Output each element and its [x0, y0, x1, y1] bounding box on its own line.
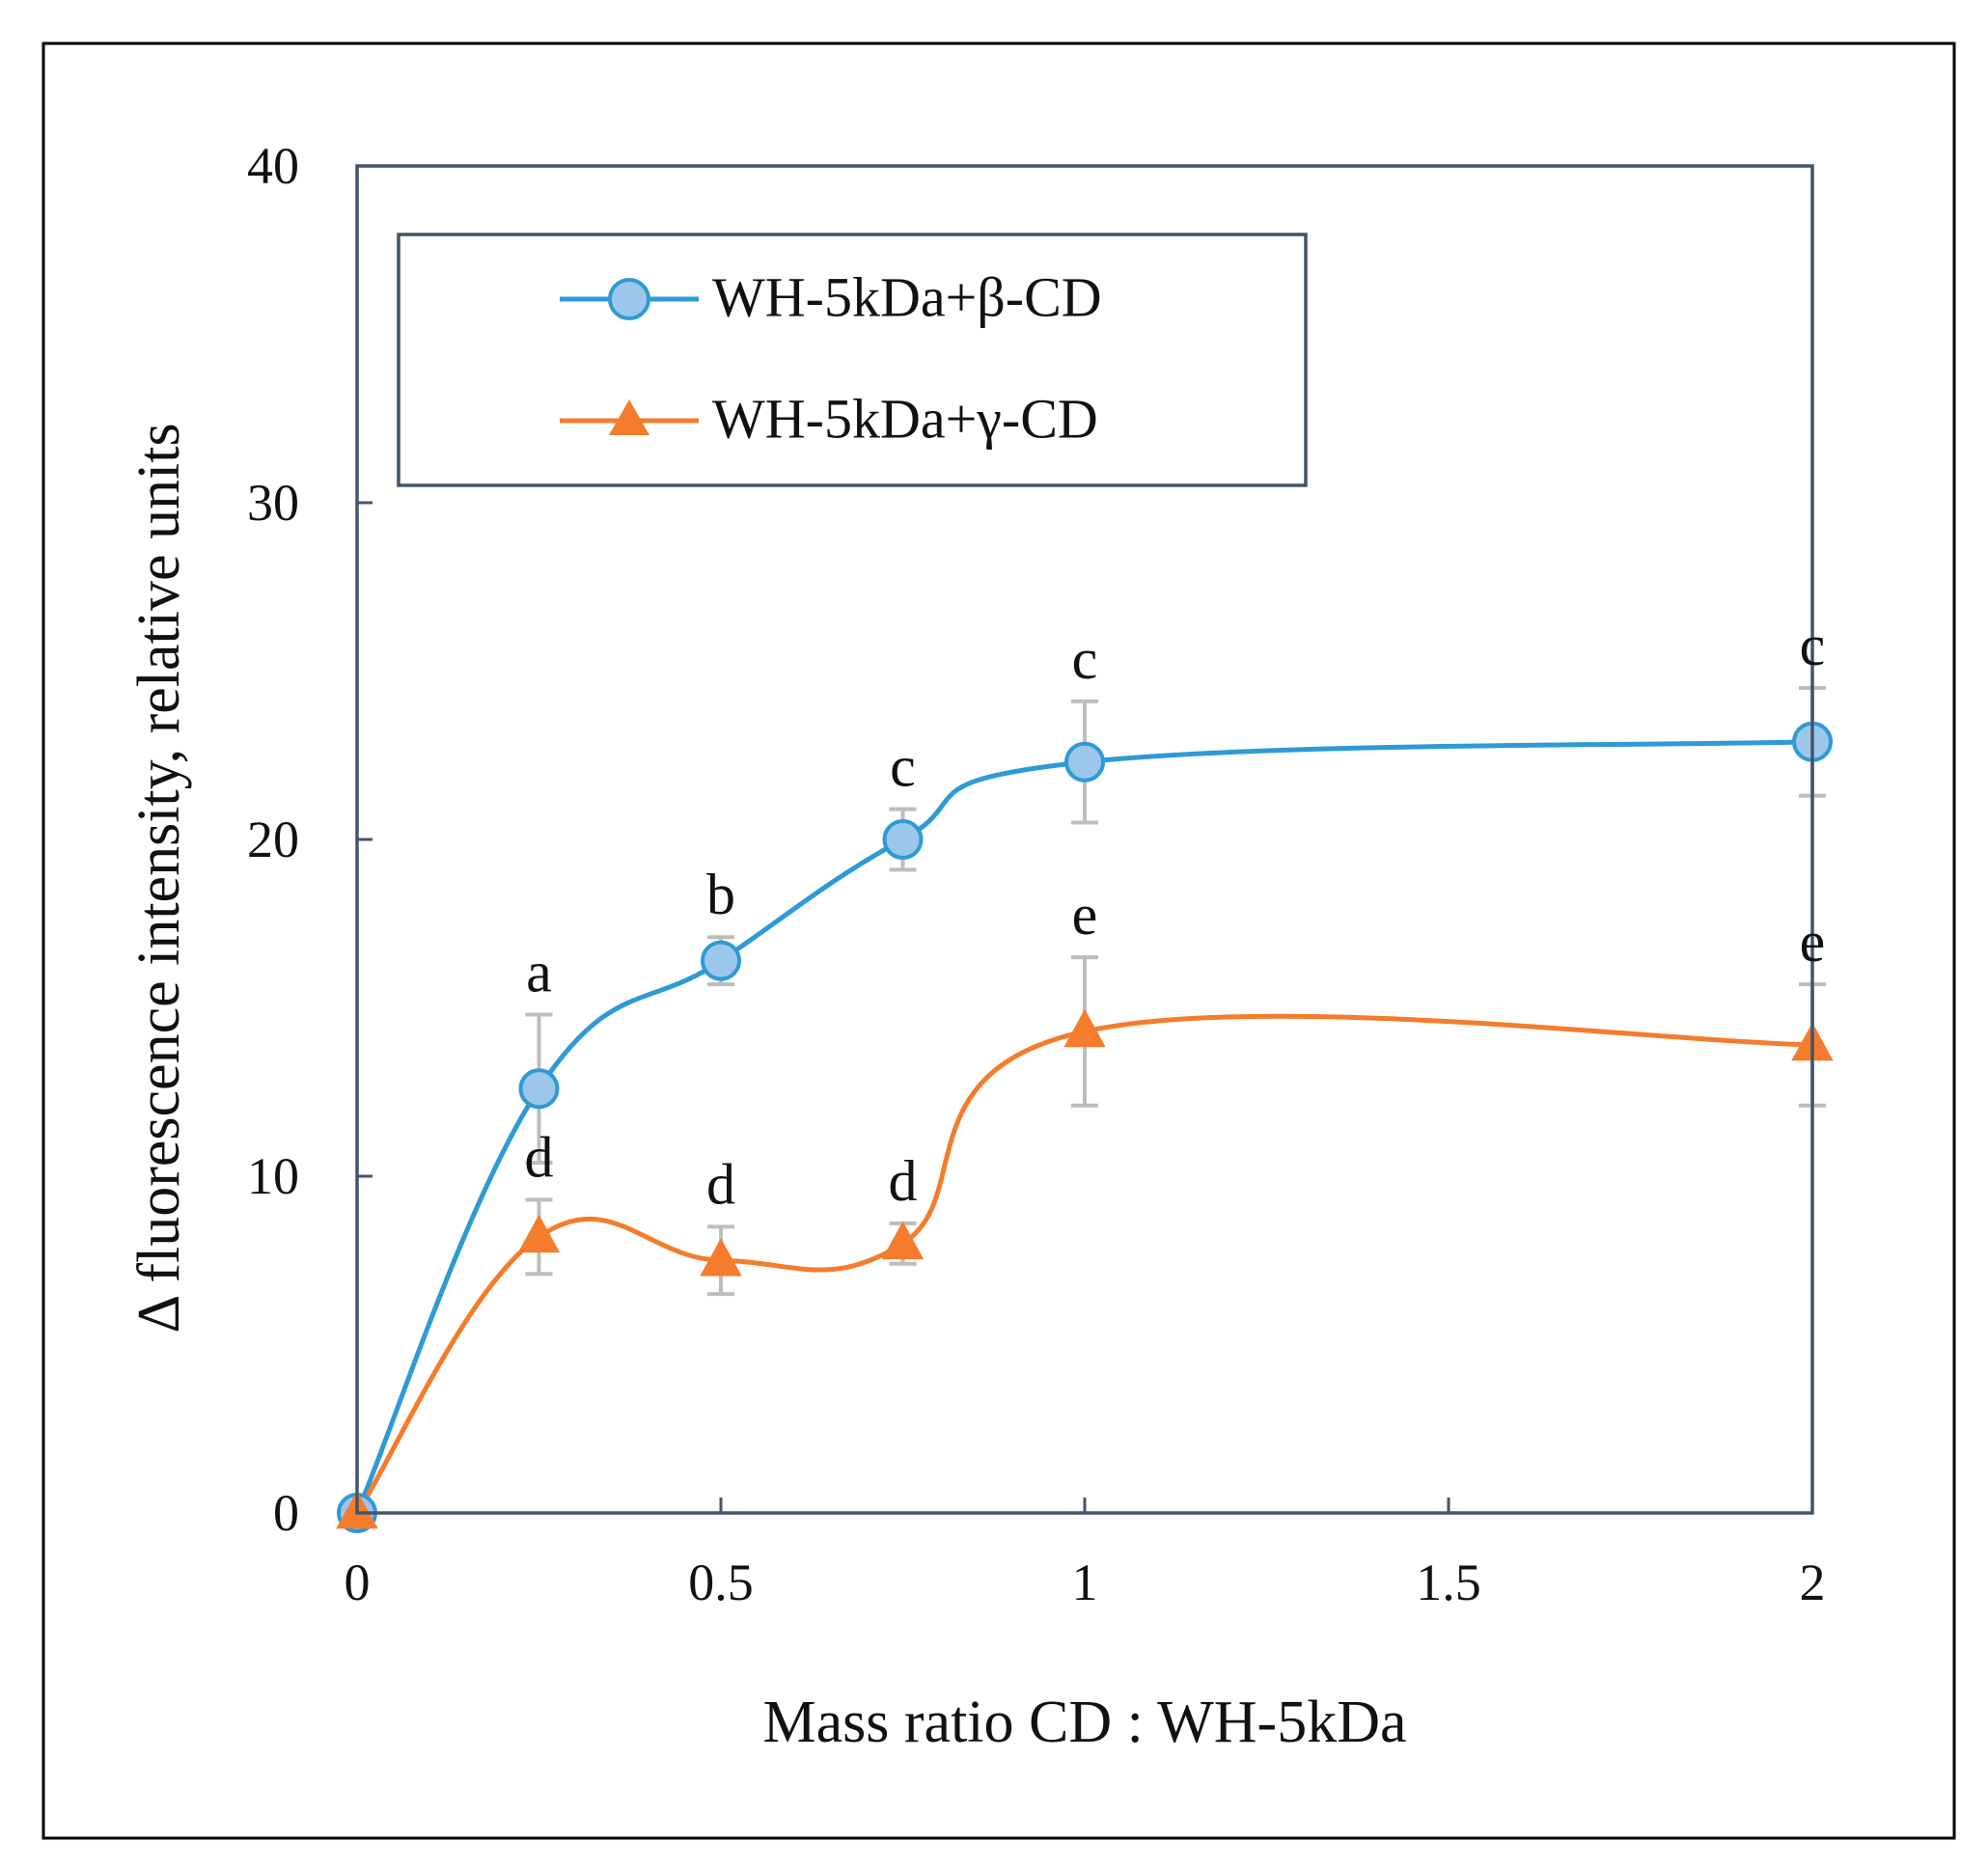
- legend-marker-triangle: [609, 399, 649, 435]
- significance-letter: e: [1800, 910, 1826, 974]
- series-lines: [354, 739, 1813, 1515]
- y-tick-label: 0: [273, 1484, 299, 1542]
- data-point-triangle: [881, 1221, 925, 1260]
- x-tick-label: 2: [1800, 1553, 1826, 1611]
- significance-letter: c: [1072, 627, 1098, 691]
- data-point-circle: [701, 940, 741, 981]
- data-markers: [336, 721, 1834, 1533]
- significance-letter: d: [889, 1149, 918, 1213]
- data-point-triangle: [517, 1214, 561, 1253]
- y-tick-label: 10: [247, 1147, 299, 1205]
- significance-letter: e: [1072, 883, 1098, 947]
- x-tick-label: 0.5: [688, 1553, 754, 1611]
- x-tick-label: 0: [345, 1553, 371, 1611]
- legend-box: [397, 233, 1308, 487]
- x-tick-label: 1.5: [1416, 1553, 1481, 1611]
- figure-border: [41, 41, 1956, 1840]
- data-point-triangle: [700, 1238, 742, 1277]
- legend: WH-5kDa+β-CD WH-5kDa+γ-CD: [397, 233, 1308, 487]
- data-point-circle: [1064, 741, 1105, 783]
- x-axis-title: Mass ratio CD : WH-5kDa: [763, 1690, 1407, 1755]
- y-tick-label: 40: [247, 137, 299, 195]
- legend-label-beta-cd: WH-5kDa+β-CD: [712, 265, 1102, 328]
- significance-letter: c: [890, 735, 916, 799]
- series-line-beta-cd: [354, 739, 1813, 1514]
- data-point-circle: [882, 819, 924, 860]
- significance-letter: c: [1800, 614, 1826, 677]
- x-tick-label: 1: [1072, 1553, 1098, 1611]
- data-point-triangle: [1063, 1008, 1106, 1048]
- significance-letter: a: [526, 940, 552, 1003]
- y-tick-label: 30: [247, 474, 299, 532]
- legend-marker-circle: [608, 278, 650, 320]
- significance-letter: b: [706, 863, 735, 926]
- significance-letter: d: [525, 1125, 554, 1189]
- significance-letter: d: [706, 1152, 735, 1216]
- y-tick-label: 20: [247, 811, 299, 868]
- legend-label-gamma-cd: WH-5kDa+γ-CD: [712, 387, 1098, 450]
- significance-labels: a b c c c d d d e e: [525, 614, 1826, 1216]
- y-axis-title: Δ fluorescence intensity, relative units: [126, 423, 192, 1333]
- data-point-circle: [518, 1068, 560, 1110]
